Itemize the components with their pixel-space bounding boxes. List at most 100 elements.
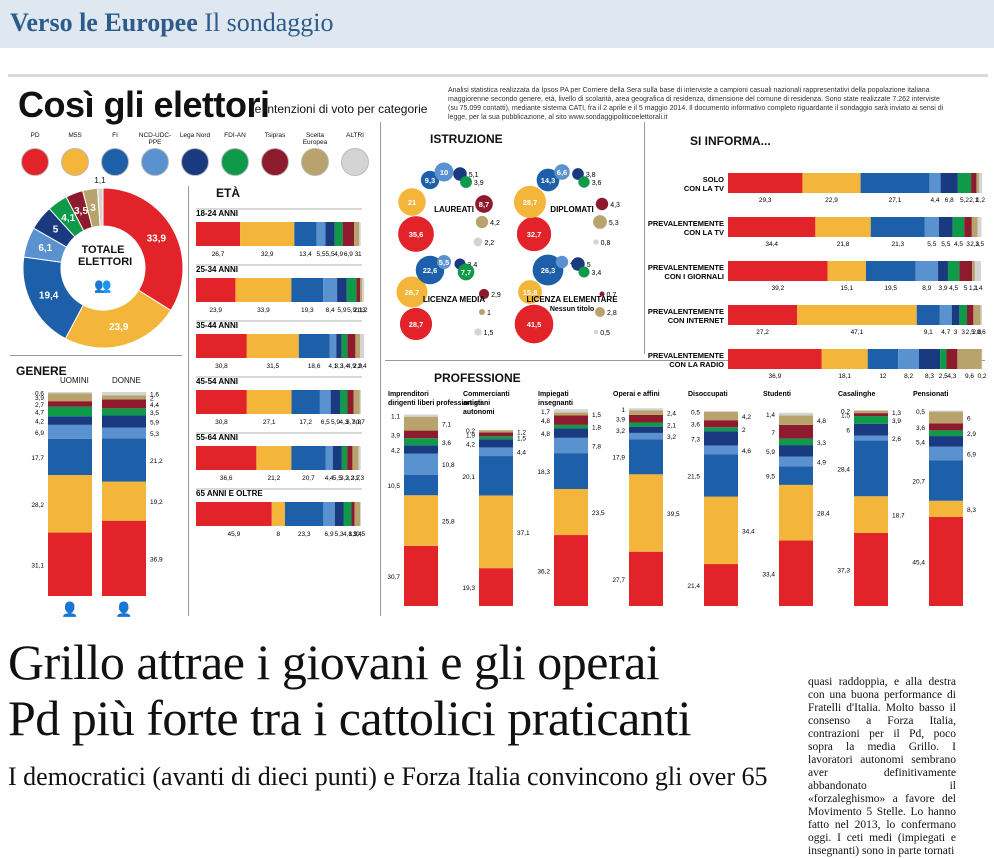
education-value-label: 14,3 — [541, 176, 556, 185]
party-name: Tsipras — [264, 132, 286, 139]
profession-value-label: 3,2 — [616, 428, 625, 435]
people-icon: 👥 — [94, 277, 111, 294]
media-category-label: PREVALENTEMENTE — [648, 263, 724, 272]
age-value-label: 3,8 — [352, 419, 361, 426]
profession-category-label: Imprenditori — [388, 391, 429, 398]
gender-value-label: 5,3 — [150, 431, 159, 438]
profession-value-label: 1,1 — [391, 414, 400, 421]
divider — [644, 122, 645, 354]
age-bar-segment — [294, 222, 317, 246]
age-value-label: 3,2 — [340, 475, 349, 482]
age-value-label: 6,5 — [321, 419, 330, 426]
profession-bar-segment — [704, 411, 738, 421]
media-value-label: 6,8 — [945, 197, 954, 204]
age-value-label: 0,5 — [356, 531, 365, 538]
media-bar-segment — [938, 261, 948, 281]
age-bar-segment — [351, 502, 355, 526]
party-logo-icon — [141, 148, 169, 176]
media-bar-segment — [973, 305, 981, 325]
profession-bar-segment — [629, 408, 663, 411]
education-bubble — [513, 185, 547, 219]
age-value-label: 32,9 — [261, 251, 274, 258]
age-bar-segment — [341, 446, 348, 470]
headline-line-2: Pd più forte tra i cattolici praticanti — [8, 690, 692, 746]
age-bar-segment — [347, 446, 353, 470]
education-value-label: 5,3 — [609, 220, 619, 227]
party-legend-item: FDI-AN — [218, 132, 252, 176]
pie-slice — [64, 289, 172, 349]
profession-value-label: 2,1 — [667, 423, 676, 430]
age-value-label: 31,5 — [266, 363, 279, 370]
education-value-label: 2,9 — [491, 292, 501, 299]
profession-bar-segment — [929, 460, 963, 501]
age-value-label: 5,9 — [331, 419, 340, 426]
party-legend-item: PD — [18, 132, 52, 176]
education-value-label: 15,8 — [523, 288, 538, 297]
profession-value-label: 37,3 — [837, 567, 850, 574]
age-bar-segment — [355, 334, 361, 358]
age-value-label: 26,7 — [212, 251, 225, 258]
age-bar-segment — [341, 334, 348, 358]
age-bar-segment — [291, 278, 324, 302]
profession-value-label: 5,9 — [766, 449, 775, 456]
age-bar-segment — [325, 222, 335, 246]
media-bar-segment — [728, 173, 803, 193]
divider — [380, 122, 381, 616]
education-value-label: 26,7 — [405, 288, 420, 297]
education-bubble — [474, 328, 482, 336]
profession-value-label: 2,9 — [967, 431, 976, 438]
profession-value-label: 39,5 — [667, 511, 680, 518]
profession-bar-segment — [479, 447, 513, 457]
media-bar-segment — [938, 217, 953, 237]
media-bar-segment — [971, 173, 977, 193]
profession-bar-segment — [929, 446, 963, 461]
profession-bar-segment — [704, 410, 738, 412]
education-value-label: 2,2 — [484, 240, 494, 247]
media-bar-segment — [981, 349, 983, 369]
age-bar-segment — [359, 222, 361, 246]
media-value-label: 18,1 — [838, 373, 851, 380]
age-value-label: 3,7 — [346, 419, 355, 426]
gender-bar-segment — [48, 424, 92, 439]
profession-bar-segment — [479, 456, 513, 496]
profession-value-label: 0,2 — [466, 428, 475, 435]
education-value-label: 35,6 — [409, 230, 424, 239]
profession-category-label: Studenti — [763, 391, 791, 398]
profession-value-label: 1,3 — [892, 410, 901, 417]
profession-value-label: 4,2 — [466, 441, 475, 448]
profession-bar-segment — [704, 427, 738, 432]
media-bar-segment — [940, 349, 947, 369]
age-bar-segment — [246, 390, 292, 414]
profession-bar-segment — [554, 412, 588, 416]
age-value-label: 1,9 — [348, 531, 357, 538]
age-value-label: 2,9 — [353, 363, 362, 370]
pie-value-label: 4,1 — [61, 213, 75, 224]
headline-line-1: Grillo attrae i giovani e gli operai — [8, 634, 660, 690]
media-value-label: 5 — [964, 285, 968, 292]
media-bar-segment — [946, 349, 958, 369]
profession-bar-segment — [404, 416, 438, 431]
age-bar-segment — [353, 390, 360, 414]
profession-category-label: autonomi — [463, 409, 495, 416]
profession-value-label: 0,5 — [916, 409, 925, 416]
media-value-label: 5,5 — [941, 241, 950, 248]
pie-value-label: 6,1 — [38, 243, 52, 254]
media-category-label: SOLO — [703, 175, 724, 184]
media-value-label: 2,8 — [972, 329, 981, 336]
age-category-label: 25-34 ANNI — [196, 265, 238, 274]
media-bar-segment — [827, 261, 866, 281]
age-bar-segment — [196, 390, 247, 414]
profession-category-label: Disoccupati — [688, 391, 728, 398]
education-value-label: 26,3 — [541, 266, 556, 275]
media-bar-segment — [967, 305, 974, 325]
age-bar-segment — [298, 334, 330, 358]
profession-value-label: 1,5 — [841, 413, 850, 420]
age-bar-segment — [334, 222, 343, 246]
profession-value-label: 30,7 — [387, 574, 400, 581]
age-value-label: 13,4 — [299, 251, 312, 258]
profession-bar-segment — [404, 414, 438, 417]
media-bar-segment — [964, 217, 972, 237]
age-value-label: 6,9 — [344, 251, 353, 258]
education-bubble — [593, 215, 607, 229]
education-value-label: 3,4 — [592, 270, 602, 277]
